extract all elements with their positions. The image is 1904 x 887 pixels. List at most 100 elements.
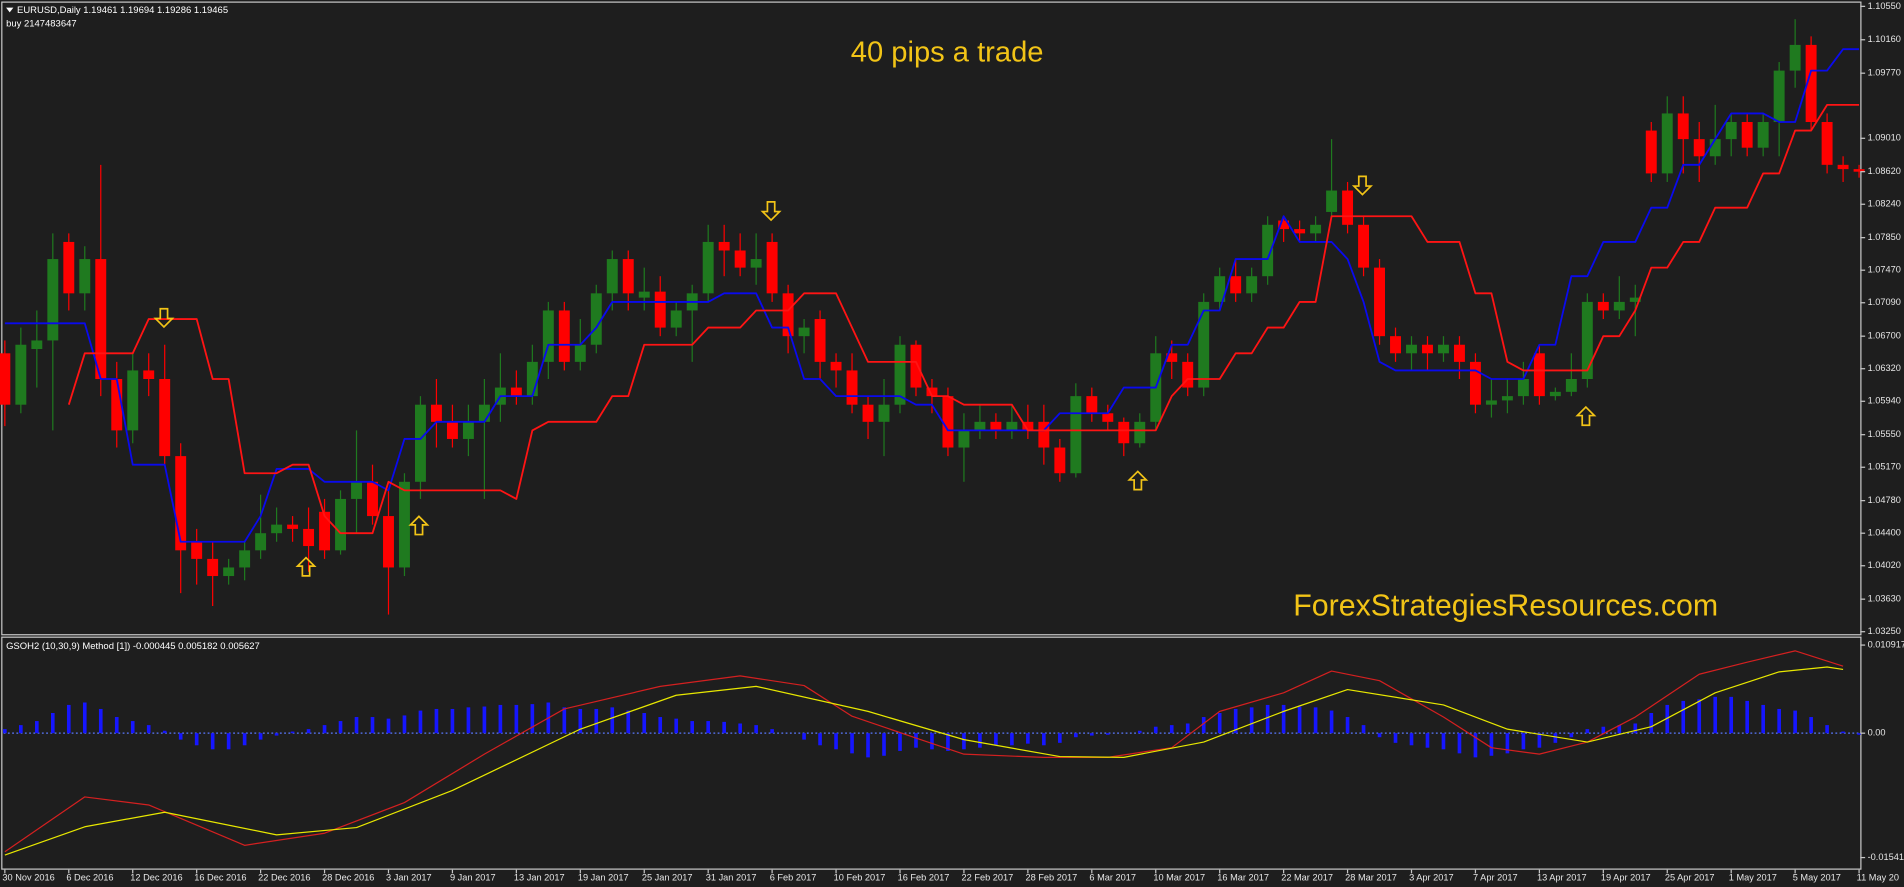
candle-body [862, 404, 874, 422]
histogram-bar [418, 710, 423, 734]
candle-body [478, 404, 490, 422]
histogram-bar [1042, 733, 1046, 746]
candle-body [1006, 421, 1018, 431]
histogram-bar [674, 718, 679, 734]
candle-body [462, 421, 474, 439]
x-tick-label: 5 May 2017 [1793, 873, 1841, 883]
histogram-bar [578, 708, 583, 734]
x-tick-label: 30 Nov 2016 [2, 873, 54, 883]
candle-body [638, 291, 650, 298]
candle-body [1054, 447, 1066, 474]
candle-body [95, 259, 107, 380]
histogram-bar [1809, 717, 1813, 734]
x-tick-label: 22 Dec 2016 [258, 873, 310, 883]
x-tick-label: 19 Apr 2017 [1601, 873, 1651, 883]
x-tick-label: 28 Feb 2017 [1025, 873, 1077, 883]
candle-body [1182, 361, 1194, 388]
x-tick-label: 28 Mar 2017 [1345, 873, 1397, 883]
candle-body [111, 379, 123, 431]
candle-body [958, 430, 970, 448]
histogram-bar [1169, 725, 1174, 734]
histogram-bar [1505, 733, 1510, 754]
y-tick-label: 1.03630 [1868, 594, 1901, 604]
candle-body [1661, 113, 1673, 174]
histogram-bar [50, 712, 55, 734]
candle-body [1469, 361, 1481, 405]
y-tick-label: 1.06700 [1868, 331, 1901, 341]
histogram-bar [114, 717, 119, 734]
candle-body [383, 516, 394, 568]
histogram-bar [610, 707, 615, 734]
candle-body [942, 396, 954, 448]
histogram-bar [1313, 707, 1318, 734]
candle-body [1741, 122, 1753, 148]
histogram-bar [1393, 733, 1398, 743]
candle-body [974, 421, 986, 431]
buy-arrow [295, 556, 317, 577]
candle-body [542, 310, 554, 362]
indicator-line [4, 666, 1844, 856]
histogram-bar [882, 733, 886, 756]
x-tick-label: 13 Apr 2017 [1537, 873, 1587, 883]
candle-body [654, 291, 666, 328]
candle-body [239, 550, 251, 568]
y-tick-label: 1.04780 [1868, 495, 1901, 505]
histogram-bar [1441, 733, 1446, 750]
candle-body [399, 481, 410, 568]
histogram-bar [866, 733, 870, 758]
candle-body [510, 387, 522, 397]
histogram-bar [1185, 723, 1190, 734]
histogram-bar [1409, 733, 1414, 746]
buy-arrow [1127, 470, 1149, 491]
candle-body [1837, 164, 1849, 170]
candle-body [590, 293, 602, 345]
histogram-bar [1697, 699, 1702, 734]
histogram-bar [1297, 706, 1302, 734]
histogram-bar [1329, 710, 1334, 734]
candle-body [894, 344, 906, 405]
annotation: 40 pips a trade [851, 36, 1044, 68]
histogram-bar [1153, 726, 1158, 734]
histogram-bar [818, 733, 822, 746]
candle-body [1485, 400, 1497, 405]
histogram-bar [1361, 725, 1366, 734]
candle-body [1629, 297, 1641, 302]
y-tick-label: 1.03250 [1868, 626, 1901, 636]
histogram-bar [402, 715, 407, 734]
indicator-title: GSOH2 (10,30,9) Method [1]) -0.000445 0.… [6, 641, 260, 652]
histogram-bar [1761, 704, 1765, 734]
candle-body [1677, 113, 1689, 140]
histogram-bar [130, 721, 135, 734]
histogram-bar [482, 706, 487, 734]
histogram-bar [1777, 708, 1781, 734]
candle-body [1278, 220, 1290, 230]
candle-body [1773, 70, 1785, 123]
candle-body [526, 361, 538, 397]
x-tick-label: 19 Jan 2017 [578, 873, 629, 883]
y-tick-label: 0.010917 [1868, 640, 1904, 650]
y-tick-label: 1.07090 [1868, 297, 1901, 307]
histogram-bar [1793, 710, 1797, 734]
histogram-bar [338, 721, 343, 734]
histogram-bar [594, 708, 599, 734]
candle-body [1070, 396, 1082, 474]
x-tick-label: 31 Jan 2017 [706, 873, 757, 883]
histogram-bar [386, 718, 391, 734]
candle-body [1166, 353, 1178, 362]
histogram-bar [1089, 733, 1094, 736]
candle-body [1230, 276, 1242, 294]
y-tick-label: 1.04400 [1868, 528, 1901, 538]
y-tick-label: 1.05940 [1868, 396, 1901, 406]
y-tick-label: 0.00 [1868, 728, 1886, 738]
histogram-bar [1617, 725, 1622, 734]
histogram-bar [1058, 733, 1062, 743]
histogram-bar [19, 725, 23, 734]
signal-arrows [153, 175, 1597, 577]
x-tick-label: 25 Apr 2017 [1665, 873, 1715, 883]
y-tick-label: 1.10550 [1868, 1, 1901, 11]
y-tick-label: 1.04020 [1868, 560, 1901, 570]
candle-body [207, 558, 219, 577]
buy-arrow [1575, 405, 1597, 427]
candle-body [558, 310, 570, 362]
candle-body [830, 361, 842, 371]
